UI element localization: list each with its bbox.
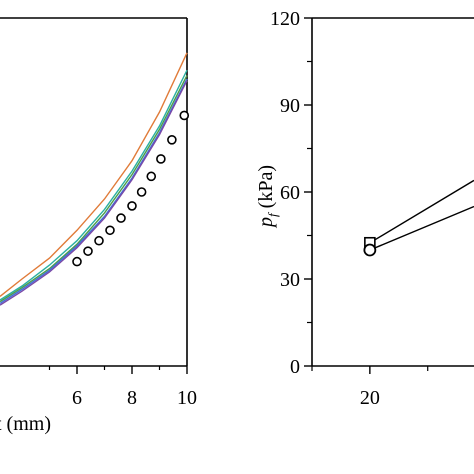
left-data-point-8 — [156, 154, 166, 164]
left-data-point-0 — [72, 256, 82, 267]
right-y-tick-label-0: 0 — [290, 356, 300, 378]
left-data-point-3 — [105, 225, 115, 236]
left-series-lines — [0, 52, 188, 306]
left-data-points — [72, 110, 190, 267]
left-series-line-1 — [0, 69, 188, 301]
left-x-tick-label-0: 6 — [72, 387, 82, 409]
right-y-tick-label-2: 60 — [280, 182, 300, 204]
right-panel: 0 30 60 90 120 20 pf (kPa) — [255, 8, 474, 409]
left-data-point-9 — [167, 135, 177, 145]
left-data-point-6 — [136, 187, 147, 197]
right-y-tick-label-3: 90 — [280, 95, 300, 117]
left-x-tick-label-1: 8 — [127, 387, 137, 409]
left-x-axis-label: t (mm) — [0, 413, 51, 435]
right-series-line-0 — [369, 179, 474, 244]
right-y-axis-label: pf (kPa) — [255, 165, 280, 229]
left-data-point-7 — [146, 171, 157, 182]
left-data-point-4 — [116, 213, 126, 223]
left-data-point-10 — [179, 110, 190, 121]
right-x-ticks: 20 — [311, 366, 429, 409]
right-series-line-1 — [369, 205, 474, 251]
left-x-tick-label-2: 10 — [177, 387, 197, 409]
right-data-markers — [363, 236, 377, 257]
left-panel: 6 8 10 t (mm) — [0, 17, 197, 435]
left-series-line-2 — [0, 75, 188, 303]
left-data-point-2 — [94, 235, 104, 246]
left-data-point-5 — [127, 201, 137, 211]
left-data-point-1 — [83, 246, 93, 256]
left-series-line-3 — [0, 78, 188, 304]
right-y-tick-label-1: 30 — [280, 269, 300, 291]
right-y-tick-label-4: 120 — [270, 8, 300, 30]
right-y-ticks: 0 30 60 90 120 — [270, 8, 312, 378]
right-x-tick-label-0: 20 — [360, 387, 380, 409]
left-x-ticks: 6 8 10 — [48, 366, 197, 409]
left-series-line-0 — [0, 52, 188, 297]
left-series-line-4 — [0, 80, 188, 306]
right-series-lines — [369, 179, 474, 251]
right-circle-marker — [363, 243, 377, 257]
